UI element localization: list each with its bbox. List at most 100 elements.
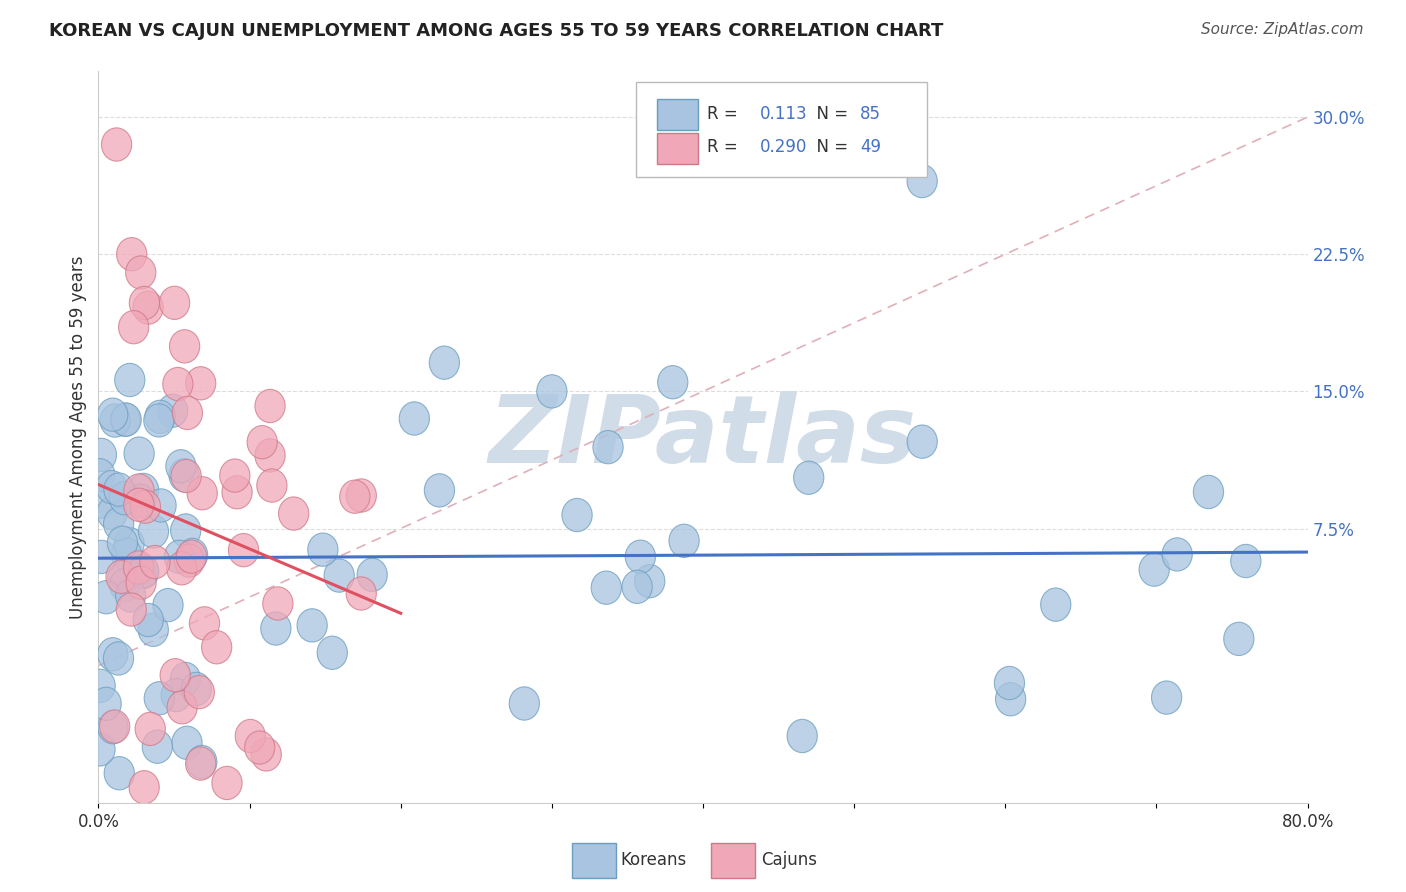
- Ellipse shape: [181, 673, 211, 706]
- Text: N =: N =: [806, 137, 853, 156]
- Text: R =: R =: [707, 137, 742, 156]
- Ellipse shape: [166, 551, 197, 585]
- Ellipse shape: [187, 746, 217, 779]
- Ellipse shape: [108, 561, 138, 594]
- Ellipse shape: [101, 128, 132, 161]
- Ellipse shape: [537, 375, 567, 408]
- Ellipse shape: [97, 496, 128, 530]
- Ellipse shape: [143, 404, 174, 437]
- Ellipse shape: [186, 367, 215, 400]
- Ellipse shape: [129, 771, 159, 804]
- Ellipse shape: [793, 461, 824, 494]
- Ellipse shape: [170, 514, 201, 547]
- Ellipse shape: [145, 401, 176, 434]
- Ellipse shape: [124, 551, 153, 584]
- Ellipse shape: [127, 566, 156, 599]
- Ellipse shape: [190, 607, 219, 640]
- Ellipse shape: [100, 710, 129, 743]
- Ellipse shape: [669, 524, 699, 558]
- Ellipse shape: [110, 568, 139, 602]
- Ellipse shape: [138, 515, 169, 548]
- Ellipse shape: [97, 398, 128, 432]
- FancyBboxPatch shape: [657, 99, 699, 130]
- Ellipse shape: [1194, 475, 1223, 508]
- Ellipse shape: [131, 490, 160, 524]
- Ellipse shape: [125, 484, 155, 517]
- Text: 85: 85: [860, 104, 882, 123]
- Ellipse shape: [308, 533, 337, 566]
- Ellipse shape: [124, 437, 155, 470]
- Ellipse shape: [245, 731, 274, 764]
- Ellipse shape: [235, 719, 266, 753]
- Ellipse shape: [228, 533, 259, 566]
- Ellipse shape: [323, 559, 354, 592]
- Ellipse shape: [346, 479, 377, 512]
- Ellipse shape: [104, 642, 134, 675]
- Ellipse shape: [172, 726, 202, 759]
- Ellipse shape: [184, 675, 214, 709]
- Ellipse shape: [86, 438, 117, 472]
- Ellipse shape: [97, 470, 127, 504]
- Ellipse shape: [252, 738, 281, 771]
- Ellipse shape: [97, 638, 128, 671]
- Ellipse shape: [163, 368, 193, 401]
- Ellipse shape: [118, 310, 149, 343]
- Ellipse shape: [111, 403, 141, 436]
- Ellipse shape: [139, 545, 170, 579]
- Ellipse shape: [114, 527, 145, 560]
- Ellipse shape: [174, 544, 204, 577]
- Ellipse shape: [142, 730, 173, 764]
- Ellipse shape: [429, 346, 460, 379]
- Ellipse shape: [104, 756, 135, 790]
- Ellipse shape: [84, 732, 115, 766]
- FancyBboxPatch shape: [572, 843, 616, 878]
- Ellipse shape: [170, 330, 200, 363]
- Ellipse shape: [593, 431, 623, 464]
- Ellipse shape: [146, 489, 176, 522]
- Ellipse shape: [157, 394, 188, 427]
- Ellipse shape: [86, 485, 115, 518]
- Ellipse shape: [169, 458, 200, 491]
- Ellipse shape: [87, 541, 117, 574]
- Ellipse shape: [186, 747, 215, 780]
- Text: KOREAN VS CAJUN UNEMPLOYMENT AMONG AGES 55 TO 59 YEARS CORRELATION CHART: KOREAN VS CAJUN UNEMPLOYMENT AMONG AGES …: [49, 22, 943, 40]
- Ellipse shape: [562, 499, 592, 532]
- Ellipse shape: [128, 555, 159, 588]
- Ellipse shape: [201, 631, 232, 664]
- Ellipse shape: [219, 459, 250, 492]
- Ellipse shape: [222, 475, 252, 508]
- Text: Cajuns: Cajuns: [761, 851, 817, 869]
- Ellipse shape: [907, 425, 938, 458]
- Ellipse shape: [110, 482, 139, 515]
- Text: 49: 49: [860, 137, 882, 156]
- Ellipse shape: [104, 473, 134, 506]
- Ellipse shape: [128, 556, 159, 589]
- Ellipse shape: [591, 571, 621, 604]
- Ellipse shape: [129, 286, 159, 319]
- Text: 0.290: 0.290: [759, 137, 807, 156]
- Ellipse shape: [170, 663, 201, 696]
- Ellipse shape: [177, 538, 208, 572]
- Ellipse shape: [165, 541, 194, 574]
- Ellipse shape: [125, 256, 156, 289]
- Ellipse shape: [425, 474, 454, 507]
- Ellipse shape: [634, 565, 665, 598]
- Text: N =: N =: [806, 104, 853, 123]
- Ellipse shape: [135, 712, 166, 746]
- Ellipse shape: [160, 658, 190, 692]
- Ellipse shape: [110, 403, 141, 436]
- Ellipse shape: [128, 474, 159, 507]
- Ellipse shape: [1040, 588, 1071, 622]
- Ellipse shape: [173, 396, 202, 430]
- Ellipse shape: [994, 666, 1025, 699]
- Ellipse shape: [176, 540, 207, 574]
- Text: R =: R =: [707, 104, 742, 123]
- FancyBboxPatch shape: [637, 82, 927, 178]
- Ellipse shape: [84, 669, 115, 703]
- Text: Source: ZipAtlas.com: Source: ZipAtlas.com: [1201, 22, 1364, 37]
- Ellipse shape: [1152, 681, 1181, 714]
- Ellipse shape: [260, 612, 291, 645]
- Ellipse shape: [263, 587, 292, 620]
- Ellipse shape: [134, 603, 163, 637]
- Ellipse shape: [787, 719, 817, 753]
